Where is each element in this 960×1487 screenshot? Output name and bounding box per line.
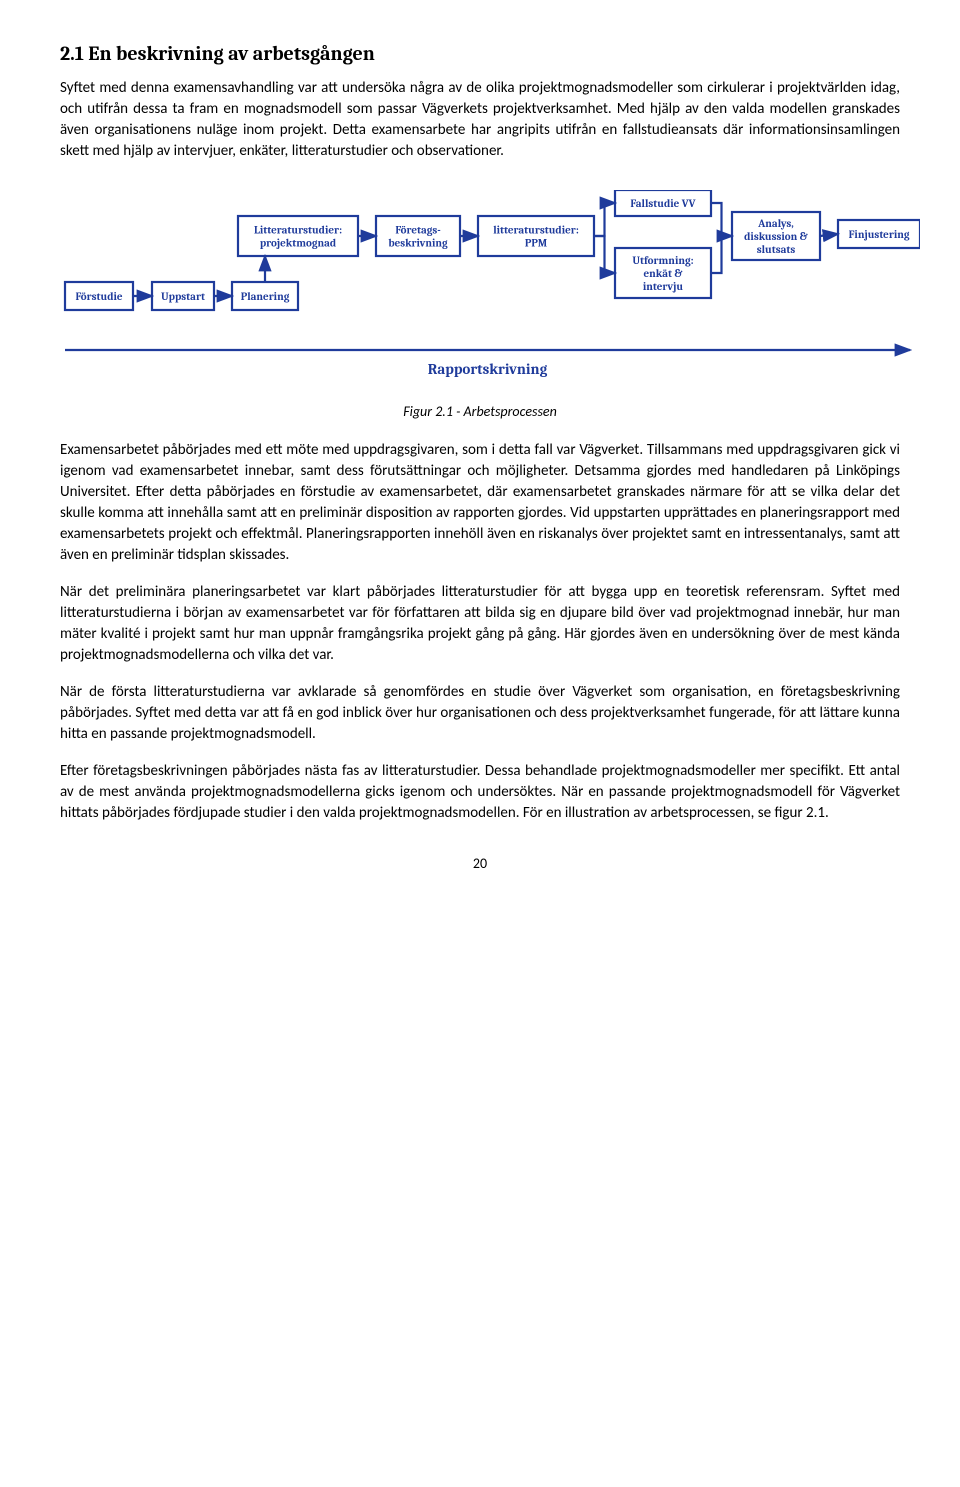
paragraph-4: När de första litteraturstudierna var av… <box>60 682 900 745</box>
svg-text:diskussion &: diskussion & <box>744 230 808 243</box>
paragraph-5: Efter företagsbeskrivningen påbörjades n… <box>60 761 900 824</box>
svg-text:beskrivning: beskrivning <box>388 236 448 249</box>
svg-text:Analys,: Analys, <box>757 217 794 230</box>
svg-text:Företags-: Företags- <box>395 223 440 236</box>
svg-text:Utformning:: Utformning: <box>632 254 693 267</box>
svg-text:Uppstart: Uppstart <box>161 290 205 303</box>
paragraph-3: När det preliminära planeringsarbetet va… <box>60 582 900 666</box>
svg-text:projektmognad: projektmognad <box>260 236 336 249</box>
paragraph-1: Syftet med denna examensavhandling var a… <box>60 78 900 162</box>
svg-text:litteraturstudier:: litteraturstudier: <box>493 223 579 236</box>
svg-text:intervju: intervju <box>643 280 684 293</box>
svg-text:Litteraturstudier:: Litteraturstudier: <box>254 223 342 236</box>
svg-text:Fallstudie VV: Fallstudie VV <box>630 197 695 210</box>
svg-text:enkät &: enkät & <box>643 267 682 280</box>
svg-text:PPM: PPM <box>525 236 547 249</box>
figure-caption: Figur 2.1 - Arbetsprocessen <box>60 402 900 422</box>
svg-text:Förstudie: Förstudie <box>75 290 122 303</box>
process-flowchart: Förstudie Uppstart Planering Litteraturstud… <box>60 190 900 390</box>
section-heading: 2.1 En beskrivning av arbetsgången <box>60 40 900 68</box>
svg-text:Rapportskrivning: Rapportskrivning <box>428 360 548 378</box>
svg-text:Finjustering: Finjustering <box>849 228 910 241</box>
svg-text:slutsats: slutsats <box>757 243 796 256</box>
page-number: 20 <box>60 854 900 874</box>
paragraph-2: Examensarbetet påbörjades med ett möte m… <box>60 440 900 566</box>
svg-text:Planering: Planering <box>241 290 290 303</box>
